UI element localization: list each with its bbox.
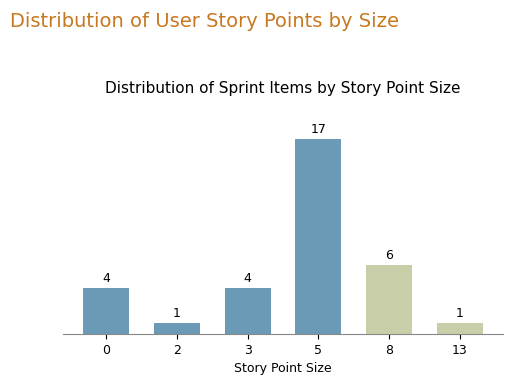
Text: 4: 4: [102, 272, 110, 285]
Text: 1: 1: [173, 307, 181, 320]
Text: 17: 17: [310, 123, 326, 136]
Bar: [83, 288, 129, 334]
Bar: [366, 265, 412, 334]
Bar: [296, 139, 342, 334]
Bar: [154, 323, 200, 334]
Text: Distribution of User Story Points by Size: Distribution of User Story Points by Siz…: [10, 12, 399, 30]
Text: 1: 1: [456, 307, 464, 320]
Title: Distribution of Sprint Items by Story Point Size: Distribution of Sprint Items by Story Po…: [105, 81, 461, 96]
Bar: [224, 288, 270, 334]
Text: 6: 6: [385, 249, 393, 262]
X-axis label: Story Point Size: Story Point Size: [234, 362, 332, 375]
Text: 4: 4: [244, 272, 252, 285]
Bar: [437, 323, 483, 334]
